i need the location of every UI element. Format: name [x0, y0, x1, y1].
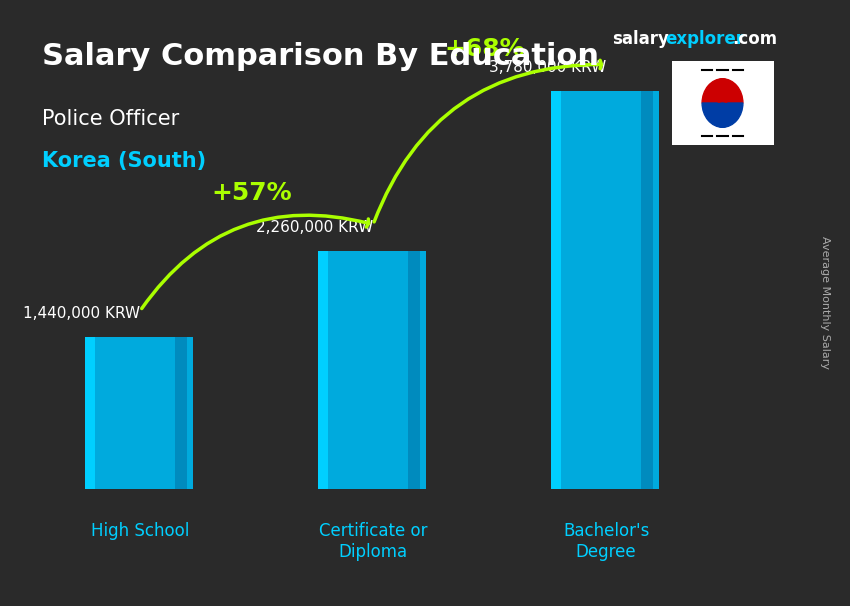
- Bar: [320, 251, 426, 488]
- Bar: [552, 91, 561, 488]
- Wedge shape: [702, 103, 743, 127]
- Wedge shape: [702, 79, 743, 103]
- Bar: [553, 91, 659, 488]
- Text: .com: .com: [733, 30, 778, 48]
- Text: Police Officer: Police Officer: [42, 109, 179, 129]
- Circle shape: [712, 79, 733, 103]
- Bar: [175, 337, 187, 488]
- Text: 3,780,000 KRW: 3,780,000 KRW: [490, 60, 607, 75]
- Text: Korea (South): Korea (South): [42, 152, 207, 171]
- Text: Certificate or
Diploma: Certificate or Diploma: [319, 522, 428, 561]
- Text: Bachelor's
Degree: Bachelor's Degree: [563, 522, 649, 561]
- Text: salary: salary: [612, 30, 669, 48]
- Text: explorer: explorer: [666, 30, 745, 48]
- Bar: [641, 91, 653, 488]
- Bar: [319, 251, 328, 488]
- Text: Average Monthly Salary: Average Monthly Salary: [819, 236, 830, 370]
- Circle shape: [702, 79, 743, 127]
- Text: 2,260,000 KRW: 2,260,000 KRW: [256, 220, 373, 235]
- Text: High School: High School: [91, 522, 190, 541]
- Bar: [408, 251, 420, 488]
- Bar: [85, 337, 94, 488]
- Text: 1,440,000 KRW: 1,440,000 KRW: [23, 307, 140, 321]
- Circle shape: [712, 103, 733, 127]
- Bar: [88, 337, 193, 488]
- Text: Salary Comparison By Education: Salary Comparison By Education: [42, 42, 599, 72]
- Text: +68%: +68%: [445, 37, 525, 61]
- Text: +57%: +57%: [212, 181, 292, 205]
